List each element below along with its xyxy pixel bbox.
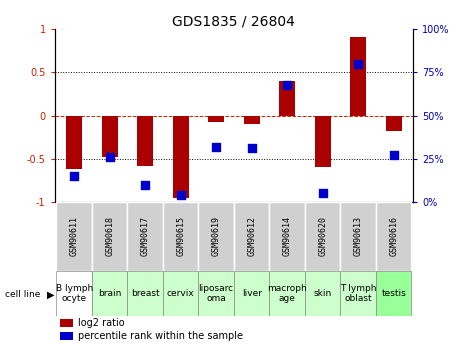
- Text: liver: liver: [242, 289, 262, 298]
- Bar: [199, 202, 234, 271]
- Point: [319, 190, 326, 196]
- Bar: [244, 116, 260, 124]
- Text: GSM90620: GSM90620: [318, 216, 327, 256]
- Point: [70, 173, 78, 179]
- Text: percentile rank within the sample: percentile rank within the sample: [78, 331, 243, 341]
- Text: GSM90618: GSM90618: [105, 216, 114, 256]
- Bar: [66, 116, 82, 169]
- Bar: [173, 116, 189, 197]
- Text: cervix: cervix: [167, 289, 195, 298]
- Point: [390, 152, 398, 158]
- Bar: [279, 81, 295, 116]
- Text: cell line: cell line: [5, 290, 40, 299]
- Point: [354, 61, 362, 67]
- Bar: [341, 271, 376, 316]
- Text: ▶: ▶: [47, 290, 54, 300]
- Text: GSM90613: GSM90613: [354, 216, 363, 256]
- Text: GSM90619: GSM90619: [212, 216, 221, 256]
- Bar: [60, 319, 73, 327]
- Text: log2 ratio: log2 ratio: [78, 318, 124, 328]
- Text: GSM90615: GSM90615: [176, 216, 185, 256]
- Bar: [127, 271, 163, 316]
- Bar: [163, 202, 199, 271]
- Bar: [386, 116, 402, 131]
- Bar: [376, 202, 411, 271]
- Point: [248, 146, 256, 151]
- Bar: [341, 202, 376, 271]
- Point: [212, 144, 220, 149]
- Bar: [315, 116, 331, 167]
- Bar: [269, 271, 305, 316]
- Bar: [92, 202, 127, 271]
- Bar: [163, 271, 199, 316]
- Text: liposarc
oma: liposarc oma: [199, 284, 234, 303]
- Bar: [199, 271, 234, 316]
- Text: GSM90617: GSM90617: [141, 216, 150, 256]
- Bar: [57, 202, 92, 271]
- Bar: [208, 116, 224, 122]
- Point: [142, 182, 149, 187]
- Bar: [234, 271, 269, 316]
- Point: [284, 82, 291, 87]
- Title: GDS1835 / 26804: GDS1835 / 26804: [172, 14, 295, 28]
- Bar: [127, 202, 163, 271]
- Bar: [376, 271, 411, 316]
- Bar: [269, 202, 305, 271]
- Text: brain: brain: [98, 289, 121, 298]
- Bar: [137, 116, 153, 166]
- Bar: [57, 271, 92, 316]
- Text: T lymph
oblast: T lymph oblast: [340, 284, 377, 303]
- Point: [177, 192, 184, 198]
- Bar: [305, 202, 341, 271]
- Text: macroph
age: macroph age: [267, 284, 307, 303]
- Text: GSM90612: GSM90612: [247, 216, 256, 256]
- Bar: [92, 271, 127, 316]
- Text: GSM90611: GSM90611: [70, 216, 79, 256]
- Bar: [305, 271, 341, 316]
- Text: GSM90614: GSM90614: [283, 216, 292, 256]
- Bar: [234, 202, 269, 271]
- Text: B lymph
ocyte: B lymph ocyte: [56, 284, 93, 303]
- Bar: [102, 116, 118, 157]
- Bar: [60, 332, 73, 340]
- Text: breast: breast: [131, 289, 160, 298]
- Text: testis: testis: [381, 289, 406, 298]
- Text: GSM90616: GSM90616: [389, 216, 398, 256]
- Text: skin: skin: [314, 289, 332, 298]
- Point: [106, 154, 114, 160]
- Bar: [350, 37, 366, 116]
